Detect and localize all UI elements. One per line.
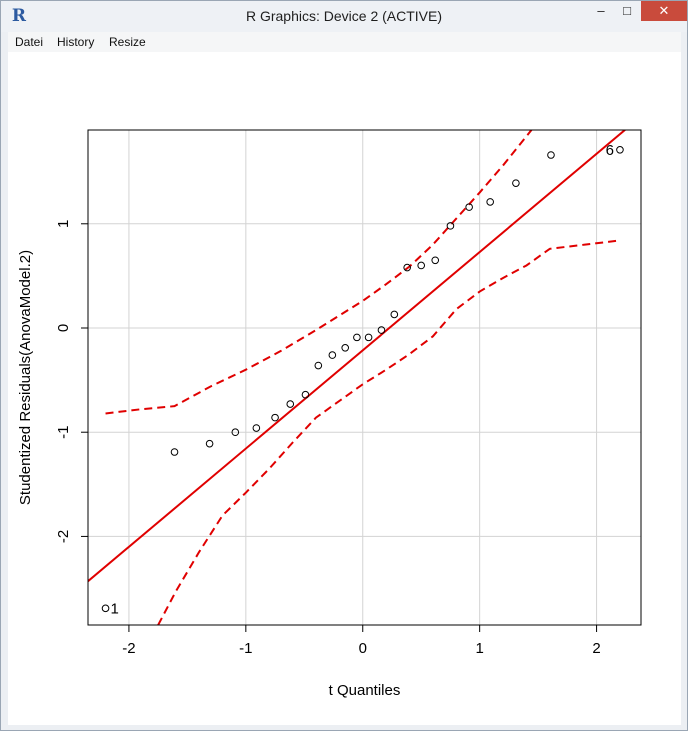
data-point	[486, 198, 494, 206]
y-axis-label: Studentized Residuals(AnovaModel.2)	[17, 250, 34, 505]
menu-resize[interactable]: Resize	[109, 35, 146, 49]
data-point	[341, 344, 350, 352]
data-point	[377, 326, 386, 334]
data-point	[231, 428, 240, 437]
data-point	[286, 400, 295, 408]
data-point	[403, 263, 411, 272]
y-tick-label: 0	[55, 324, 72, 332]
data-point	[390, 310, 399, 319]
data-point	[252, 424, 261, 432]
x-tick-label: 0	[359, 640, 367, 657]
minimize-button[interactable]: –	[597, 3, 605, 18]
data-point	[353, 333, 361, 342]
window-title: R Graphics: Device 2 (ACTIVE)	[245, 8, 443, 24]
data-point	[512, 179, 520, 187]
data-point	[446, 222, 455, 230]
point-label: 6	[606, 142, 614, 159]
data-point	[431, 256, 440, 265]
confidence-band	[105, 130, 621, 625]
y-tick-label: -2	[55, 530, 72, 543]
data-point	[328, 351, 337, 359]
data-point	[205, 439, 214, 448]
menu-bar: Datei History Resize	[8, 32, 681, 52]
data-point	[364, 333, 373, 342]
x-axis-label: t Quantiles	[329, 682, 401, 699]
confidence-band-upper	[105, 130, 533, 415]
data-point	[417, 261, 426, 270]
plot-frame	[87, 129, 642, 626]
x-tick-label: 1	[475, 640, 483, 657]
data-point	[170, 448, 179, 456]
maximize-button[interactable]: □	[623, 3, 631, 18]
data-point	[465, 203, 473, 211]
confidence-band-lower	[157, 239, 621, 625]
menu-history[interactable]: History	[57, 35, 95, 49]
y-tick-label: 1	[55, 220, 72, 228]
axes: -2 -1 0 1 2 -2 -1 0 1	[55, 220, 601, 657]
qq-plot: 16 -2 -1 0 1 2-2-101 t Quantiles Studentized…	[17, 129, 642, 699]
data-point	[547, 151, 555, 159]
x-tick-label: -1	[239, 640, 252, 657]
title-bar[interactable]: R R Graphics: Device 2 (ACTIVE) – □ ✕	[1, 1, 687, 32]
point-label: 1	[111, 600, 119, 617]
reference-line	[88, 130, 627, 582]
data-point	[101, 604, 110, 613]
grid	[88, 130, 641, 625]
x-tick-label: 2	[592, 640, 600, 657]
close-button[interactable]: ✕	[641, 1, 687, 21]
x-tick-label: -2	[122, 640, 135, 657]
data-point	[301, 390, 310, 399]
data-point	[616, 146, 624, 154]
y-tick-label: -1	[55, 426, 72, 439]
data-point	[271, 413, 279, 422]
r-logo-icon: R	[11, 6, 27, 26]
menu-datei[interactable]: Datei	[15, 35, 44, 49]
data-point	[314, 361, 323, 370]
point-labels: 16	[111, 142, 614, 618]
data-points	[101, 146, 624, 613]
reference-line-group	[88, 130, 627, 582]
